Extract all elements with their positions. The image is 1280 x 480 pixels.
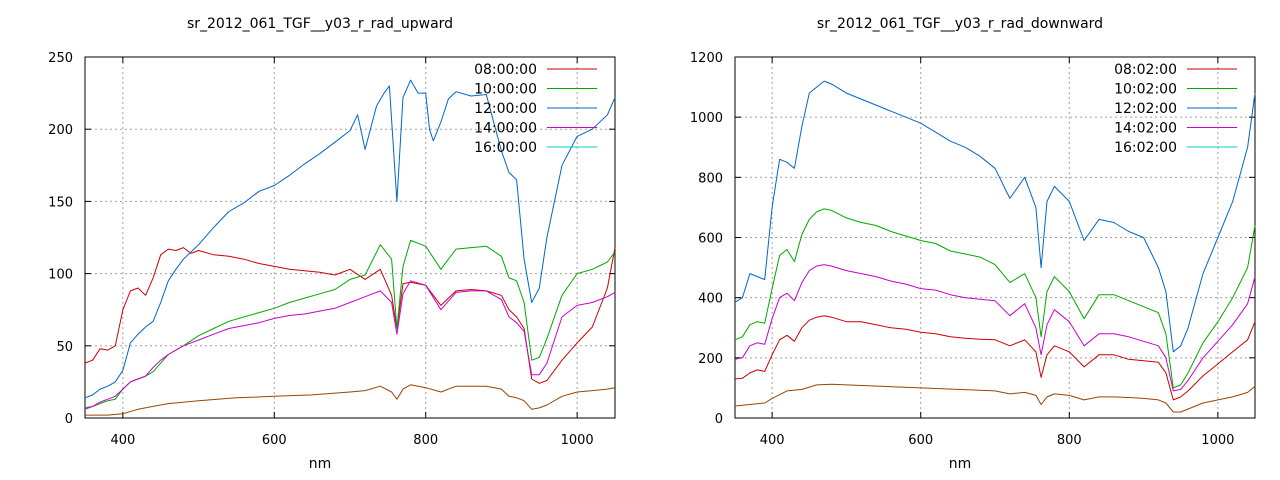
series-line-12-00-00 bbox=[84, 79, 616, 399]
y-tick-label: 150 bbox=[48, 195, 73, 210]
y-tick-label: 50 bbox=[56, 340, 73, 355]
legend-label: 14:02:00 bbox=[1114, 121, 1177, 137]
legend-label: 16:02:00 bbox=[1114, 140, 1177, 156]
y-tick-label: 0 bbox=[65, 412, 73, 427]
y-tick-label: 1200 bbox=[690, 51, 723, 66]
line-chart-downward: 400 600 800 1000 0 200 400 600 800 1000 1200 08:02:… bbox=[690, 51, 1256, 448]
x-tick-label: 400 bbox=[110, 433, 135, 448]
chart-title: sr_2012_061_TGF__y03_r_rad_upward bbox=[186, 16, 454, 32]
y-tick-label: 600 bbox=[698, 232, 723, 247]
chart-title: sr_2012_061_TGF__y03_r_rad_downward bbox=[816, 16, 1104, 32]
plot-frame bbox=[84, 56, 616, 419]
x-tick-label: 600 bbox=[908, 433, 933, 448]
x-tick-label: 800 bbox=[1057, 433, 1082, 448]
x-tick-label: 600 bbox=[262, 433, 287, 448]
y-tick-label: 250 bbox=[48, 51, 73, 66]
y-tick-label: 800 bbox=[698, 171, 723, 186]
line-chart-upward: 400 600 800 1000 0 50 100 150 200 250 08:00:00 10:0… bbox=[48, 51, 616, 448]
series-line-10-02-00 bbox=[734, 208, 1256, 389]
series-line-unlabeled bbox=[85, 384, 616, 416]
series-line-unlabeled bbox=[734, 383, 1256, 413]
y-tick-label: 1000 bbox=[690, 111, 723, 126]
series-line-08-02-00 bbox=[734, 315, 1256, 401]
x-tick-label: 800 bbox=[413, 433, 438, 448]
legend-label: 16:00:00 bbox=[474, 140, 537, 156]
y-tick-label: 200 bbox=[698, 352, 723, 367]
x-tick-label: 1000 bbox=[1201, 433, 1234, 448]
legend-label: 08:00:00 bbox=[474, 62, 537, 78]
legend-label: 12:02:00 bbox=[1114, 101, 1177, 117]
legend-label: 12:00:00 bbox=[474, 101, 537, 117]
series-line-08-00-00 bbox=[84, 247, 616, 384]
legend-label: 08:02:00 bbox=[1114, 62, 1177, 78]
series-line-14-02-00 bbox=[734, 264, 1256, 392]
series-line-12-02-00 bbox=[734, 80, 1256, 353]
legend-label: 10:00:00 bbox=[474, 82, 537, 98]
legend-label: 10:02:00 bbox=[1114, 82, 1177, 98]
series-line-10-00-00 bbox=[84, 239, 616, 409]
y-tick-label: 400 bbox=[698, 292, 723, 307]
x-axis-label: nm bbox=[308, 456, 332, 472]
y-tick-label: 100 bbox=[48, 268, 73, 283]
y-tick-label: 200 bbox=[48, 123, 73, 138]
legend-label: 14:00:00 bbox=[474, 121, 537, 137]
y-tick-label: 0 bbox=[715, 412, 723, 427]
series-line-14-00-00 bbox=[84, 280, 616, 410]
x-axis-label: nm bbox=[948, 456, 972, 472]
x-tick-label: 1000 bbox=[561, 433, 594, 448]
x-tick-label: 400 bbox=[760, 433, 785, 448]
